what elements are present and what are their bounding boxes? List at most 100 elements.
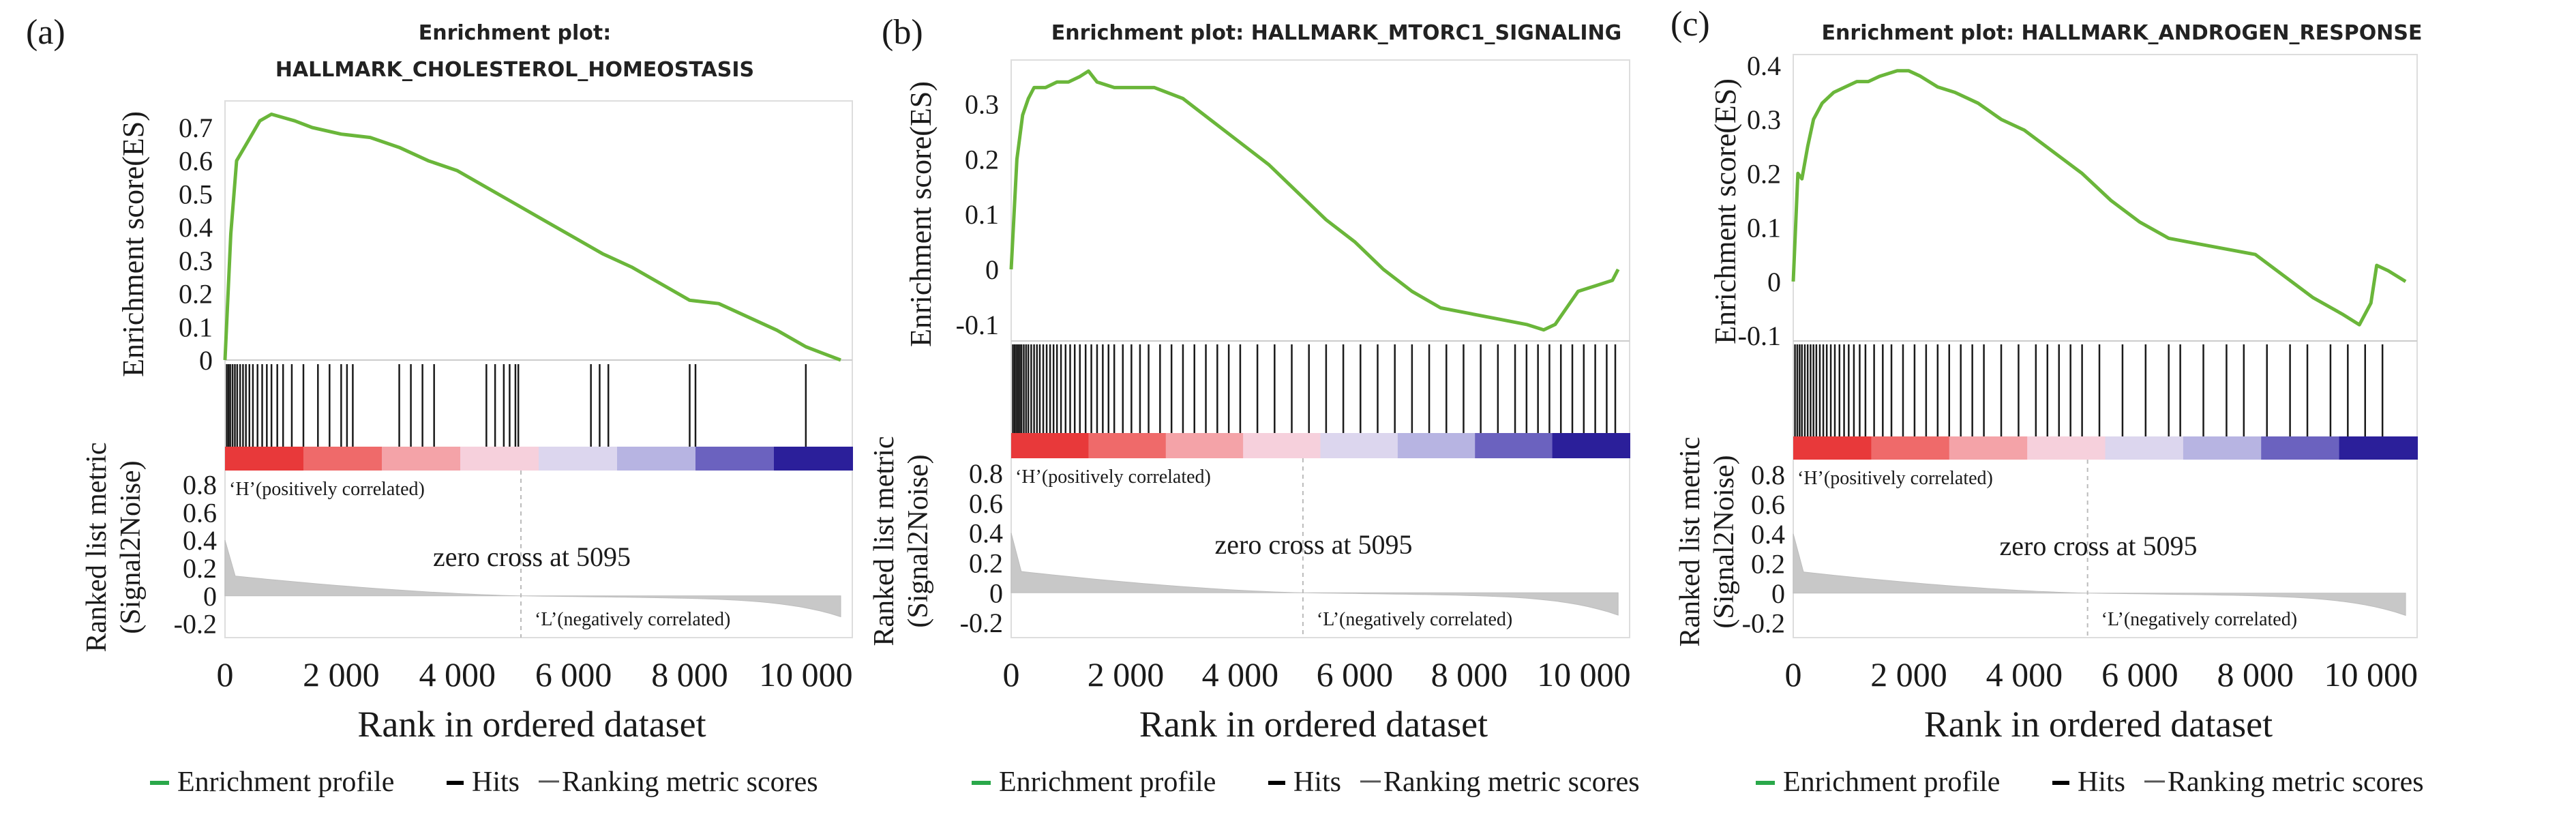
zero-cross-label: zero cross at 5095: [433, 541, 631, 572]
es-tick-label: 0: [985, 254, 999, 285]
es-tick-label: -0.1: [956, 310, 999, 340]
heat-segment: [2105, 436, 2184, 460]
es-tick-label: -0.1: [1738, 321, 1781, 351]
metric-axis-label-line2: (Signal2Noise): [903, 454, 934, 627]
es-tick-label: 0.2: [1747, 158, 1781, 189]
es-tick-label: 0.4: [1747, 50, 1781, 81]
metric-tick-label: 0: [203, 581, 217, 612]
metric-axis-label-line2: (Signal2Noise): [1709, 455, 1740, 628]
heat-segment: [1243, 433, 1321, 458]
es-tick-label: 0.4: [179, 212, 213, 243]
positive-correlation-label: ‘H’(positively correlated): [229, 479, 425, 500]
heat-segment: [460, 447, 539, 471]
x-axis-label: Rank in ordered dataset: [1139, 704, 1488, 745]
x-tick-label: 4 000: [419, 655, 496, 694]
metric-tick-label: 0.6: [1751, 489, 1785, 520]
metric-tick-label: 0.8: [183, 469, 217, 500]
legend-profile-label: Enrichment profile: [999, 766, 1216, 798]
panel-label: (b): [882, 13, 923, 52]
x-axis-label: Rank in ordered dataset: [357, 704, 706, 745]
plot-frame: [1793, 54, 2418, 638]
es-tick-label: 0.3: [965, 89, 999, 120]
heat-segment: [2339, 436, 2418, 460]
metric-tick-label: 0.8: [1751, 460, 1785, 490]
heat-segment: [225, 447, 304, 471]
x-tick-label: 0: [1003, 655, 1020, 694]
metric-tick-label: -0.2: [174, 609, 217, 640]
metric-tick-label: 0.6: [969, 488, 1003, 519]
x-tick-label: 4 000: [1986, 655, 2063, 694]
es-axis-label: Enrichment score(ES): [1709, 78, 1742, 344]
heat-segment: [539, 447, 618, 471]
panel-c: (c) Enrichment plot: HALLMARK_ANDROGEN_RE…: [1671, 5, 2424, 798]
zero-cross-label: zero cross at 5095: [1215, 529, 1413, 560]
heat-segment: [774, 447, 853, 471]
es-tick-label: 0.5: [179, 179, 213, 209]
legend-hits-label: Hits: [472, 766, 520, 798]
metric-tick-label: 0: [1771, 578, 1785, 609]
es-tick-label: 0.2: [965, 144, 999, 175]
legend-profile-label: Enrichment profile: [1783, 766, 2000, 798]
x-tick-label: 6 000: [535, 655, 612, 694]
es-tick-label: 0.3: [179, 245, 213, 276]
es-tick-label: 0.1: [1747, 213, 1781, 243]
legend-profile-label: Enrichment profile: [177, 766, 394, 798]
heat-segment: [1552, 433, 1630, 458]
x-tick-label: 2 000: [303, 655, 380, 694]
x-tick-label: 4 000: [1202, 655, 1279, 694]
enrichment-profile-line: [1009, 69, 1620, 332]
metric-axis-label-line2: (Signal2Noise): [115, 460, 147, 634]
x-tick-label: 8 000: [2217, 655, 2294, 694]
heat-segment: [1165, 433, 1244, 458]
metric-tick-label: 0.2: [969, 548, 1003, 578]
heat-segment: [1011, 433, 1090, 458]
metric-axis-label: Ranked list metric: [1675, 437, 1706, 647]
heat-segment: [695, 447, 775, 471]
x-tick-label: 0: [1785, 655, 1802, 694]
x-axis-label: Rank in ordered dataset: [1924, 704, 2273, 745]
positive-correlation-label: ‘H’(positively correlated): [1797, 468, 1993, 489]
x-tick-label: 8 000: [651, 655, 728, 694]
chart-title: Enrichment plot:: [419, 21, 612, 45]
metric-tick-label: 0.8: [969, 458, 1003, 489]
chart-title-line2: HALLMARK_CHOLESTEROL_HOMEOSTASIS: [275, 58, 754, 82]
x-tick-label: 10 000: [1537, 655, 1631, 694]
metric-tick-label: 0.6: [183, 497, 217, 528]
es-tick-label: 0.1: [179, 312, 213, 342]
metric-axis-label: Ranked list metric: [81, 443, 113, 653]
es-tick-label: 0.7: [179, 113, 213, 143]
es-tick-label: 0.3: [1747, 104, 1781, 135]
es-tick-label: 0: [1767, 267, 1781, 297]
ranking-metric-area: [1010, 533, 1619, 616]
heat-segment: [1088, 433, 1167, 458]
x-tick-label: 10 000: [759, 655, 853, 694]
x-tick-label: 0: [217, 655, 234, 694]
legend-metric-label: Ranking metric scores: [2168, 766, 2424, 798]
x-tick-label: 10 000: [2324, 655, 2418, 694]
metric-tick-label: 0.2: [183, 553, 217, 584]
metric-axis-label: Ranked list metric: [869, 436, 900, 646]
heat-segment: [2183, 436, 2262, 460]
es-tick-label: 0.6: [179, 146, 213, 177]
legend-hits-label: Hits: [1293, 766, 1341, 798]
heat-segment: [1793, 436, 1872, 460]
metric-tick-label: -0.2: [1742, 608, 1785, 638]
x-tick-label: 2 000: [1088, 655, 1165, 694]
heat-segment: [2261, 436, 2340, 460]
metric-tick-label: 0.2: [1751, 548, 1785, 579]
heat-segment: [1475, 433, 1553, 458]
negative-correlation-label: ‘L’(negatively correlated): [535, 609, 730, 630]
ranking-metric-area: [224, 539, 841, 618]
enrichment-profile-line: [223, 113, 841, 362]
heat-segment: [1949, 436, 2028, 460]
x-tick-label: 6 000: [2101, 655, 2178, 694]
negative-correlation-label: ‘L’(negatively correlated): [2101, 609, 2297, 630]
es-axis-label: Enrichment score(ES): [117, 111, 150, 377]
panel-label: (a): [26, 13, 65, 52]
chart-title: Enrichment plot: HALLMARK_MTORC1_SIGNALI…: [1051, 21, 1621, 45]
heat-segment: [617, 447, 696, 471]
heat-segment: [2027, 436, 2106, 460]
legend-metric-label: Ranking metric scores: [562, 766, 818, 798]
x-tick-label: 2 000: [1870, 655, 1947, 694]
x-tick-label: 8 000: [1431, 655, 1508, 694]
